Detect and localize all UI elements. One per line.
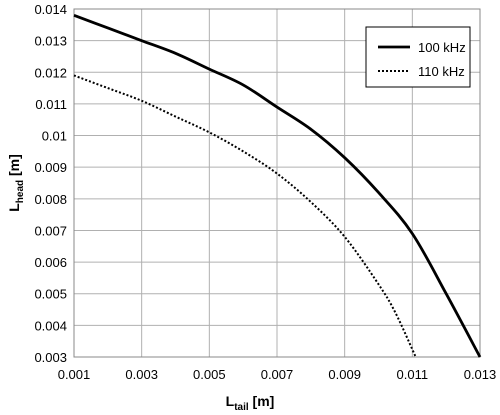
y-tick-label: 0.009 [34,160,67,175]
x-axis-title: Ltail [m] [226,393,275,413]
y-axis-title-main: L [6,203,22,212]
legend: 100 kHz 110 kHz [365,26,471,88]
y-tick-label: 0.005 [34,287,67,302]
y-tick-label: 0.008 [34,192,67,207]
x-tick-labels: 0.001 0.003 0.005 0.007 0.009 0.011 0.013 [58,367,497,382]
y-tick-label: 0.004 [34,318,67,333]
y-tick-label: 0.012 [34,65,67,80]
y-axis-title-unit: [m] [6,154,22,180]
y-tick-label: 0.006 [34,255,67,270]
series-line-110khz [73,74,417,358]
x-axis-title-subscript: tail [234,402,249,413]
series-line-100khz [73,14,482,358]
y-tick-label: 0.013 [34,34,67,49]
x-tick-label: 0.013 [464,367,497,382]
x-axis-title-main: L [226,393,235,409]
x-tick-label: 0.011 [397,367,429,382]
y-tick-label: 0.007 [34,223,67,238]
y-tick-label: 0.014 [34,2,67,17]
y-tick-label: 0.01 [42,129,67,144]
plot-area [73,8,481,358]
legend-label-110khz: 110 kHz [418,64,465,79]
legend-box [365,26,471,88]
x-axis-title-unit: [m] [249,393,275,409]
x-tick-label: 0.005 [193,367,226,382]
x-tick-label: 0.001 [58,367,91,382]
y-tick-label: 0.011 [35,97,67,112]
x-tick-label: 0.009 [328,367,361,382]
series-layer [73,14,482,358]
legend-label-100khz: 100 kHz [418,40,466,55]
y-tick-label: 0.003 [34,350,67,365]
x-tick-label: 0.007 [261,367,294,382]
y-axis-title-subscript: head [15,180,26,203]
x-tick-label: 0.003 [125,367,158,382]
y-axis-title: Lhead [m] [6,154,26,212]
y-tick-labels: 0.003 0.004 0.005 0.006 0.007 0.008 0.009 0.01 0… [34,2,67,365]
